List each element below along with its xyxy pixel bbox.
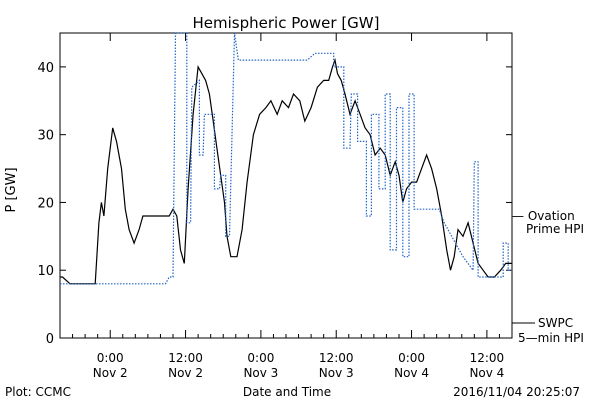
- x-tick-label-time: 0:00: [97, 351, 124, 365]
- legend: — Ovation Prime HPI SWPC 5—min HPI: [512, 209, 584, 345]
- x-tick-label-date: Nov 4: [394, 366, 429, 380]
- plot-frame: [59, 32, 513, 339]
- y-tick-label: 40: [37, 61, 54, 76]
- chart-title: Hemispheric Power [GW]: [193, 14, 380, 32]
- x-tick-label-date: Nov 2: [93, 366, 128, 380]
- x-tick-label-time: 0:00: [247, 351, 274, 365]
- x-axis-label: Date and Time: [243, 385, 331, 399]
- y-axis-label: P [GW]: [4, 167, 19, 212]
- y-tick-label: 0: [46, 332, 54, 347]
- swpc-hpi-line: [60, 57, 512, 285]
- y-tick-label: 20: [37, 196, 54, 211]
- ovation-prime-hpi-line: [60, 32, 512, 285]
- x-tick-label-date: Nov 2: [168, 366, 203, 380]
- footer-timestamp: 2016/11/04 20:25:07: [453, 385, 580, 399]
- footer-plot-credit: Plot: CCMC: [5, 385, 71, 399]
- x-tick-label-time: 0:00: [398, 351, 425, 365]
- legend-ovation-line2: Prime HPI: [526, 222, 584, 236]
- legend-swpc-line1: SWPC: [538, 316, 573, 330]
- legend-swpc-line2: 5—min HPI: [518, 331, 584, 345]
- y-tick-label: 30: [37, 129, 54, 144]
- x-tick-label-date: Nov 4: [469, 366, 504, 380]
- series-layer: [60, 32, 512, 285]
- x-tick-label-time: 12:00: [168, 351, 203, 365]
- x-tick-label-date: Nov 3: [319, 366, 354, 380]
- y-axis-ticks: 0 10 20 30 40: [37, 61, 512, 347]
- x-tick-label-time: 12:00: [319, 351, 354, 365]
- y-tick-label: 10: [37, 264, 54, 279]
- x-tick-label-date: Nov 3: [243, 366, 278, 380]
- legend-ovation-line1: — Ovation: [512, 209, 575, 223]
- x-tick-label-time: 12:00: [470, 351, 505, 365]
